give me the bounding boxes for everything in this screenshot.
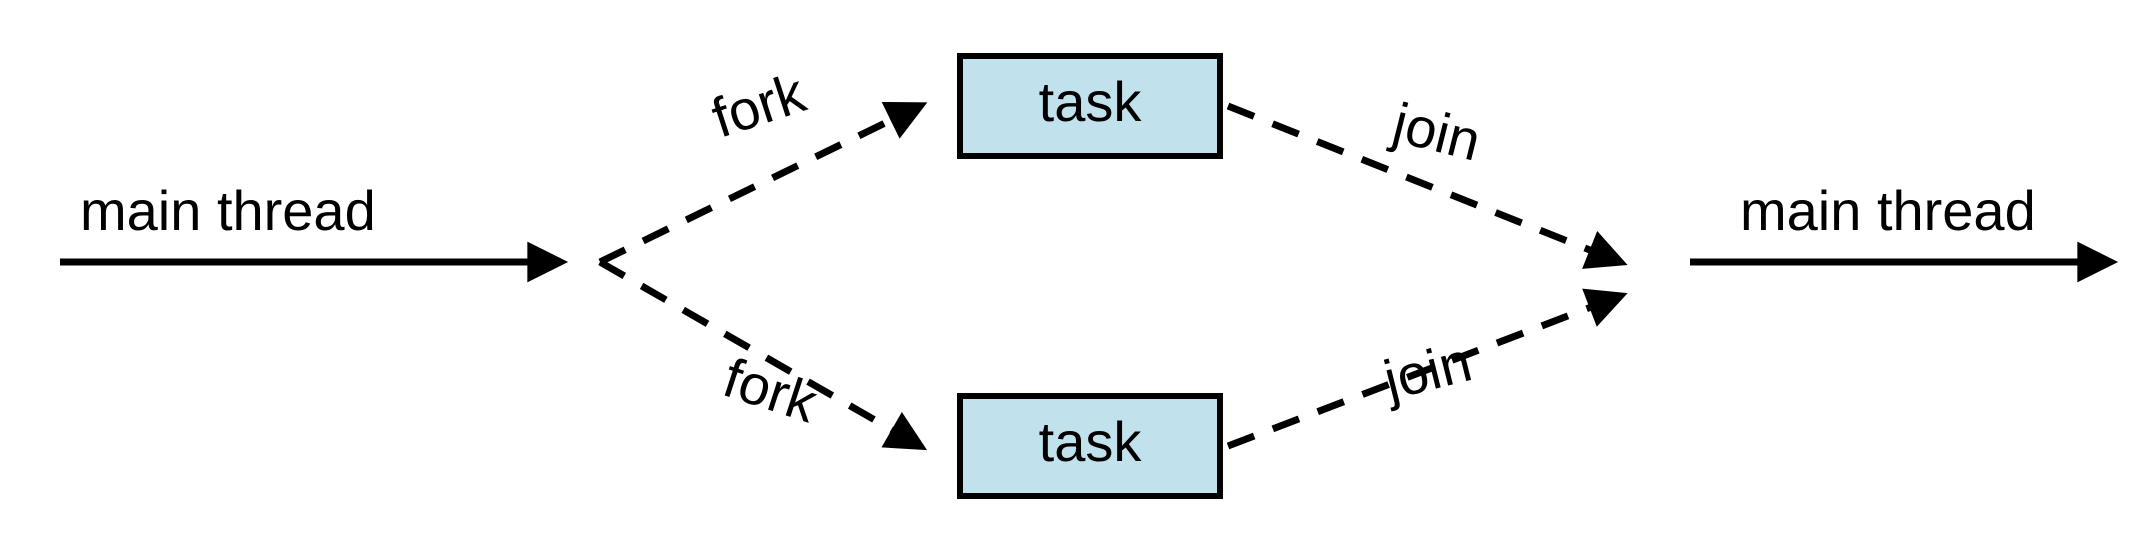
main-thread-left-label: main thread [80, 179, 376, 242]
main-thread-right-label: main thread [1740, 179, 2036, 242]
task-bottom-label: task [1039, 410, 1143, 473]
task-top-box: task [960, 56, 1220, 156]
task-top-label: task [1039, 70, 1143, 133]
join-top-label: join [1385, 90, 1487, 173]
join-bottom-label: join [1376, 329, 1478, 412]
fork-join-diagram: task task main thread main thread fork f… [0, 0, 2148, 552]
fork-top-label: fork [704, 60, 813, 149]
task-bottom-box: task [960, 396, 1220, 496]
fork-bottom-label: fork [716, 345, 825, 434]
